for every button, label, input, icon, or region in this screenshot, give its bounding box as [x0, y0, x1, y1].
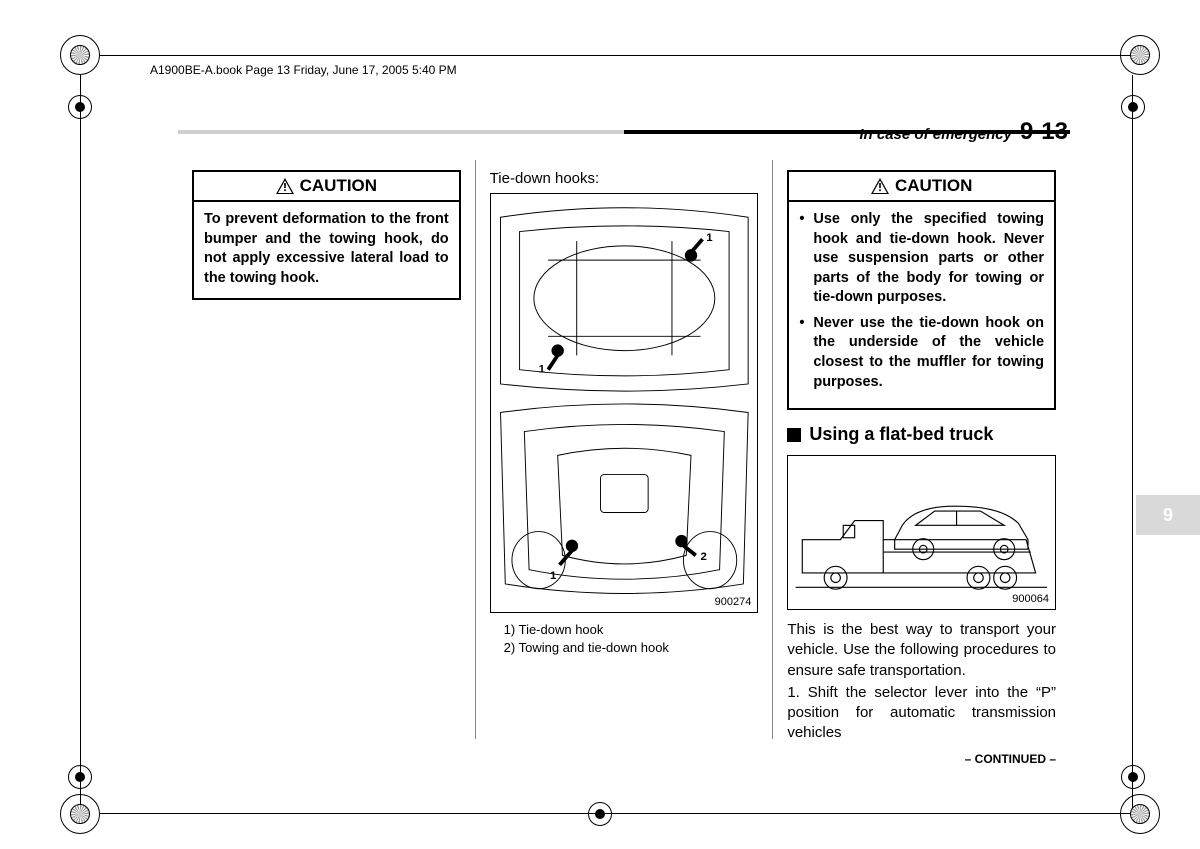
figure-flatbed: 900064 [787, 455, 1056, 610]
crop-dot-icon [1121, 765, 1145, 789]
subheading: Using a flat-bed truck [787, 424, 1056, 445]
column-3: CAUTION Use only the specified towing ho… [772, 160, 1070, 739]
chapter-tab-label: 9 [1163, 505, 1173, 526]
crop-dot-icon [68, 765, 92, 789]
registration-icon [1120, 794, 1160, 834]
column-1: CAUTION To prevent deformation to the fr… [178, 160, 475, 739]
flatbed-truck-icon [788, 456, 1055, 609]
figure-code: 900064 [1012, 593, 1049, 605]
caution-body-list: Use only the specified towing hook and t… [789, 202, 1054, 408]
crop-mark-tl [60, 35, 100, 75]
file-header: A1900BE-A.book Page 13 Friday, June 17, … [150, 63, 457, 77]
svg-text:1: 1 [538, 364, 545, 376]
figure-code: 900274 [715, 596, 752, 608]
crop-mark-bl [60, 794, 100, 834]
crop-mark-br [1120, 794, 1160, 834]
undercarriage-diagram-icon: 1 1 1 2 [491, 194, 758, 612]
caution-title: CAUTION [194, 172, 459, 202]
square-bullet-icon [787, 428, 801, 442]
registration-icon [60, 35, 100, 75]
body-paragraph: This is the best way to transport your v… [787, 620, 1056, 681]
crop-dot-icon [68, 95, 92, 119]
crop-line [80, 75, 81, 810]
column-2: Tie-down hooks: 1 1 [475, 160, 773, 739]
crop-line [100, 55, 1142, 56]
chapter-tab: 9 [1136, 495, 1200, 535]
legend-item: 1) Tie-down hook [504, 621, 759, 639]
caution-label: CAUTION [895, 176, 972, 196]
caution-box: CAUTION Use only the specified towing ho… [787, 170, 1056, 410]
caution-box: CAUTION To prevent deformation to the fr… [192, 170, 461, 300]
figure-legend: 1) Tie-down hook 2) Towing and tie-down … [490, 621, 759, 657]
caution-label: CAUTION [300, 176, 377, 196]
body-paragraph: 1. Shift the selector lever into the “P”… [787, 683, 1056, 744]
svg-text:1: 1 [706, 232, 713, 244]
subheading-text: Using a flat-bed truck [809, 424, 993, 445]
figure-tiedown-hooks: 1 1 1 2 900274 [490, 193, 759, 613]
header-rule [178, 130, 1070, 134]
main-content: CAUTION To prevent deformation to the fr… [178, 160, 1070, 739]
crop-dot-icon [588, 802, 612, 826]
figure-label: Tie-down hooks: [490, 170, 759, 187]
crop-dot-icon [1121, 95, 1145, 119]
caution-bullet: Use only the specified towing hook and t… [799, 210, 1044, 308]
caution-title: CAUTION [789, 172, 1054, 202]
svg-text:1: 1 [550, 570, 557, 582]
registration-icon [60, 794, 100, 834]
caution-body-text: To prevent deformation to the front bump… [194, 202, 459, 298]
legend-item: 2) Towing and tie-down hook [504, 639, 759, 657]
registration-icon [1120, 35, 1160, 75]
svg-text:2: 2 [700, 551, 706, 563]
crop-line [1132, 75, 1133, 810]
crop-line [100, 813, 1142, 814]
continued-marker: – CONTINUED – [787, 752, 1056, 766]
warning-icon [871, 178, 889, 194]
crop-mark-tr [1120, 35, 1160, 75]
warning-icon [276, 178, 294, 194]
caution-bullet: Never use the tie-down hook on the under… [799, 314, 1044, 392]
